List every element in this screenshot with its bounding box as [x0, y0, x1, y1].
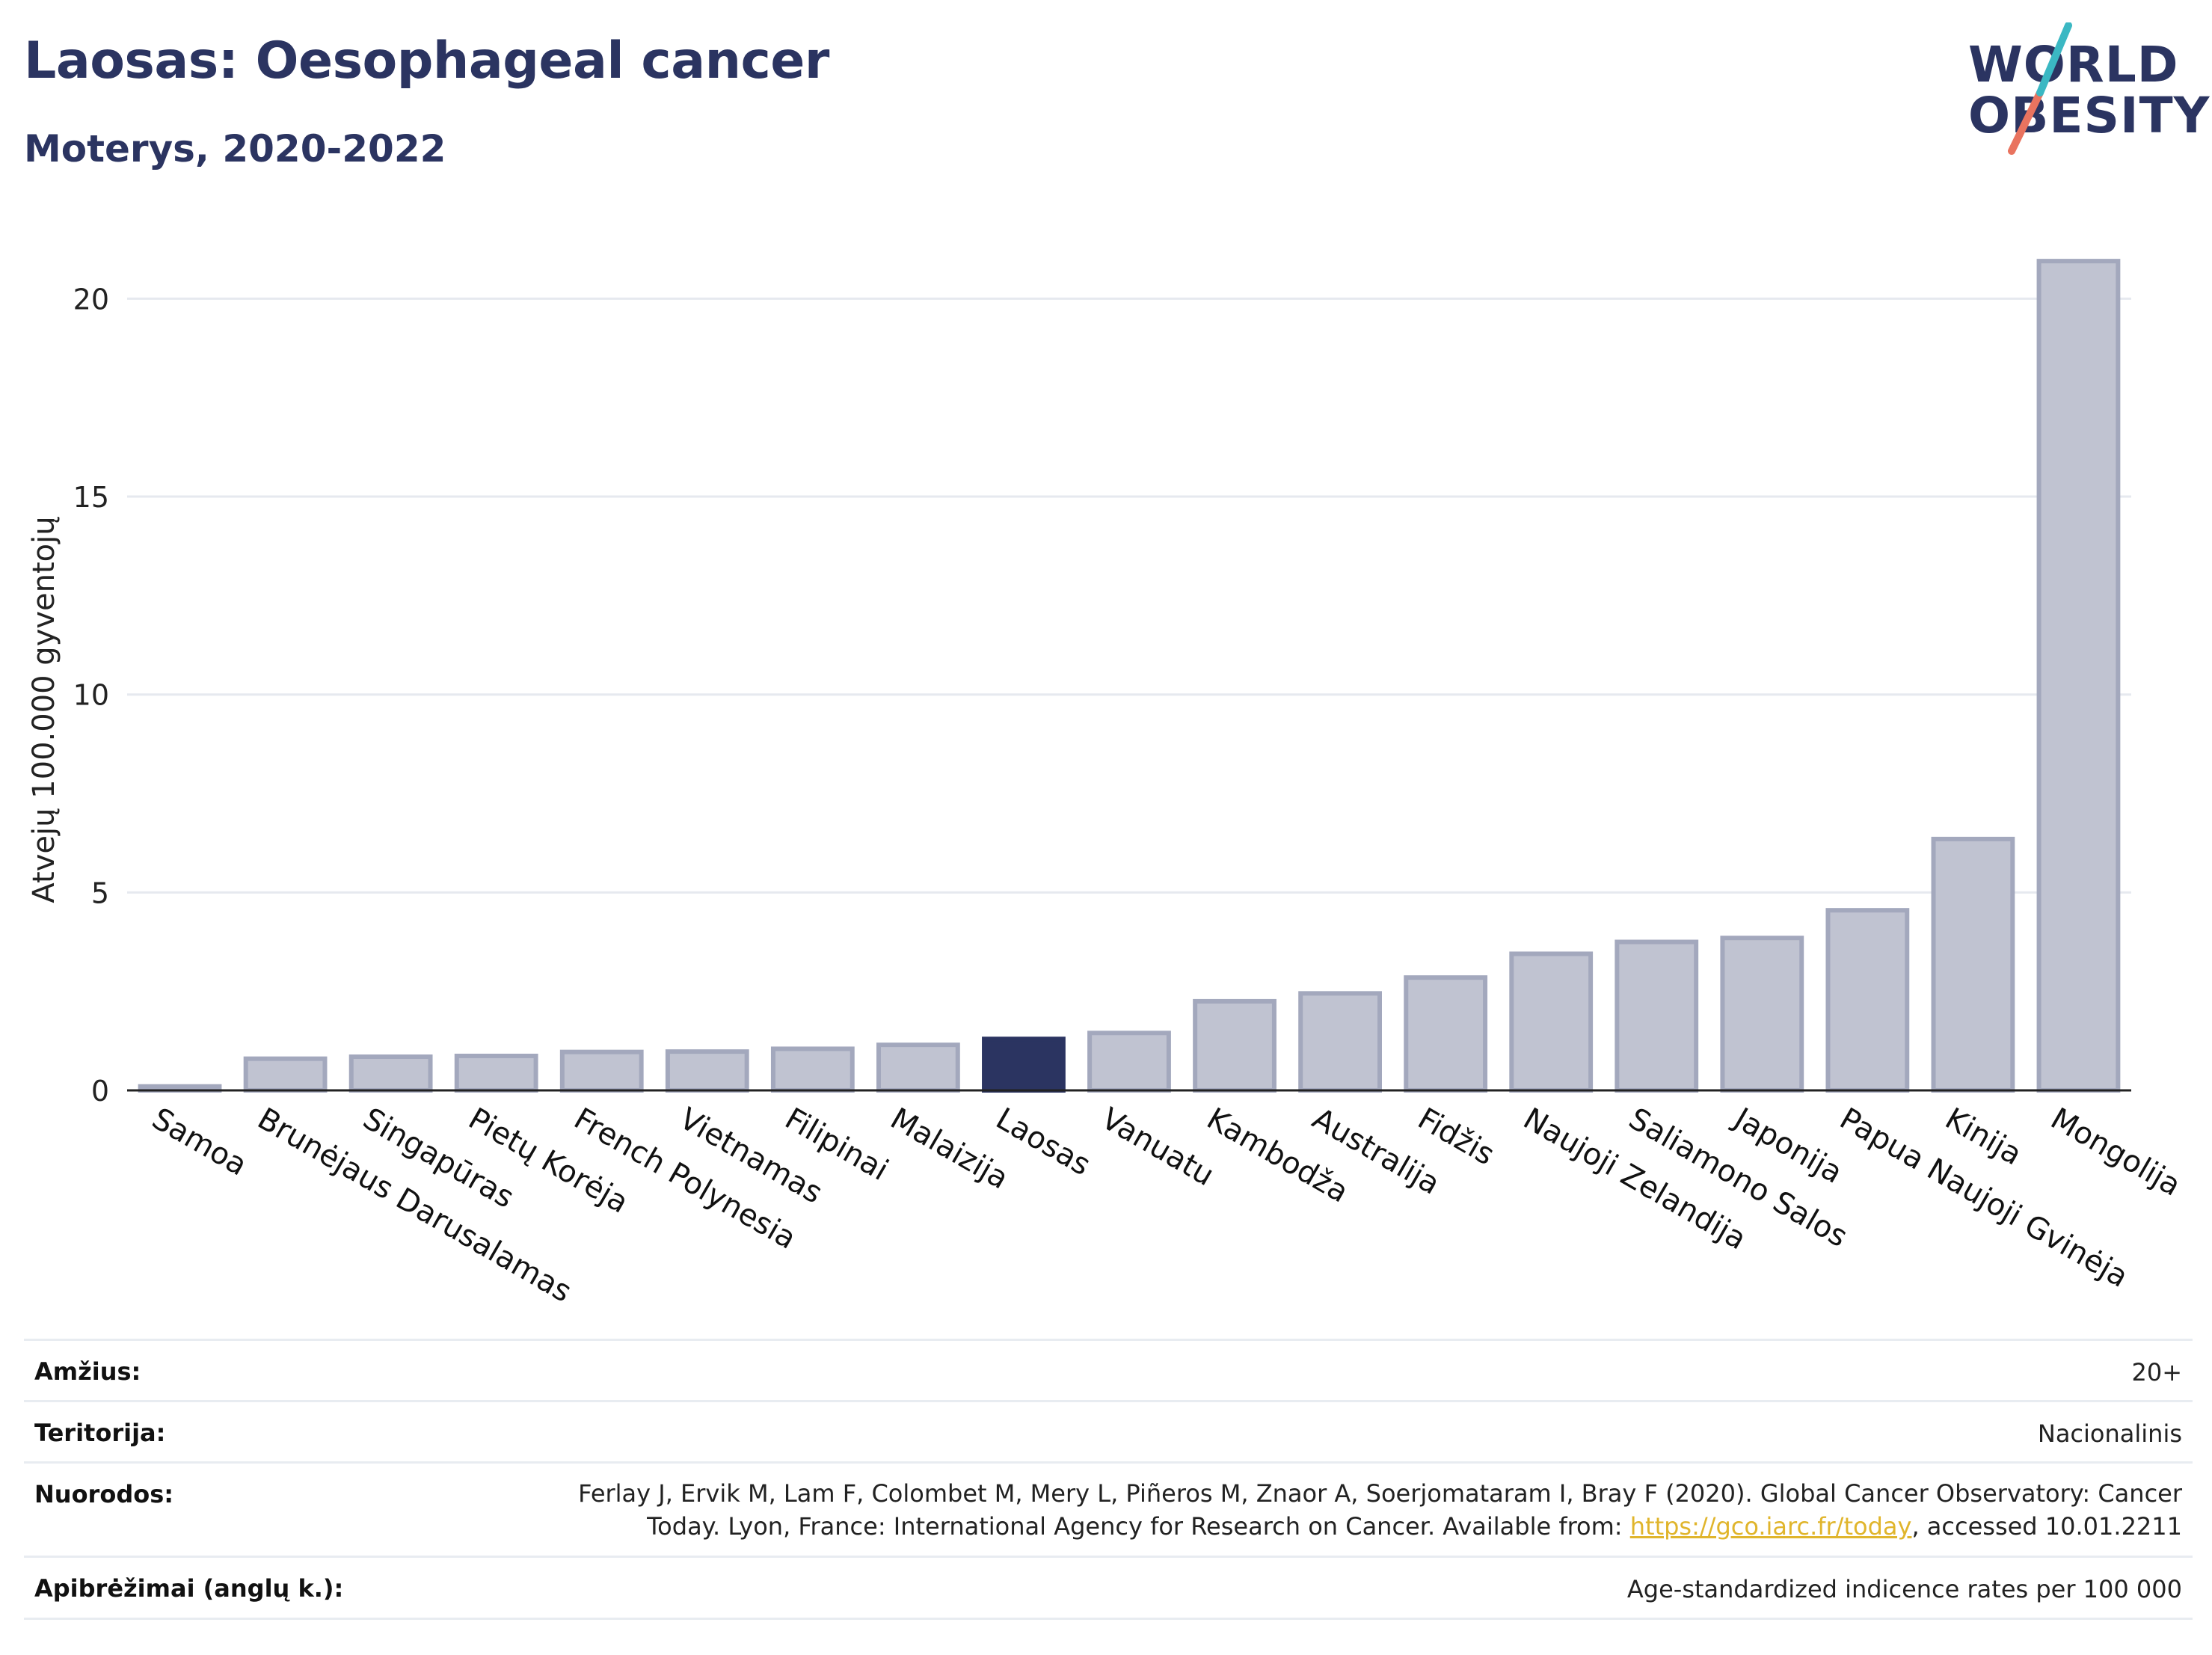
logo-slash-icon: [2008, 22, 2072, 155]
world-obesity-logo: WORLD OBESITY: [1959, 22, 2209, 157]
bar: [665, 1049, 749, 1093]
territory-label: Teritorija:: [34, 1419, 166, 1447]
y-tick-label: 20: [73, 283, 109, 316]
references-line-1: Ferlay J, Ervik M, Lam F, Colombet M, Me…: [578, 1479, 2182, 1508]
references-accessed: , accessed 10.01.2211: [1911, 1512, 2182, 1541]
bar: [876, 1043, 960, 1093]
meta-row-age: Amžius: 20+: [24, 1339, 2193, 1401]
bar: [1825, 908, 1910, 1093]
bar: [1193, 998, 1276, 1093]
y-tick-label: 0: [91, 1075, 109, 1108]
age-label: Amžius:: [34, 1357, 141, 1386]
bar: [1298, 991, 1383, 1093]
references-text: Today. Lyon, France: International Agenc…: [647, 1512, 1630, 1541]
bar: [1720, 936, 1804, 1093]
references-line-2: Today. Lyon, France: International Agenc…: [578, 1510, 2182, 1543]
references-label: Nuorodos:: [34, 1480, 174, 1508]
definitions-value: Age-standardized indicence rates per 100…: [1626, 1575, 2182, 1603]
meta-row-territory: Teritorija: Nacionalinis: [24, 1400, 2193, 1462]
page-title: Laosas: Oesophageal cancer: [24, 31, 829, 90]
bar: [1931, 836, 2015, 1093]
bar: [1615, 939, 1699, 1093]
bar: [348, 1054, 433, 1093]
bar: [1404, 975, 1488, 1093]
x-tick-label: Samoa: [147, 1102, 253, 1183]
bar: [770, 1046, 855, 1093]
x-tick-label: Mongolija: [2044, 1102, 2186, 1203]
x-tick-label: Malaizija: [885, 1102, 1014, 1197]
meta-row-definitions: Apibrėžimai (anglų k.): Age-standardized…: [24, 1556, 2193, 1620]
logo-line-1: WORLD: [1968, 36, 2179, 93]
y-tick-label: 10: [73, 679, 109, 712]
logo-line-2: OBESITY: [1968, 87, 2211, 144]
references-link[interactable]: https://gco.iarc.fr/today: [1629, 1512, 1912, 1541]
definitions-label: Apibrėžimai (anglų k.):: [34, 1574, 344, 1603]
age-value: 20+: [2131, 1358, 2182, 1387]
y-tick-label: 15: [73, 481, 109, 514]
territory-value: Nacionalinis: [2037, 1419, 2182, 1448]
references-value: Ferlay J, Ervik M, Lam F, Colombet M, Me…: [578, 1477, 2182, 1543]
y-axis-title: Atvejų 100.000 gyventojų: [27, 516, 61, 903]
bar: [2036, 259, 2121, 1093]
bar: [243, 1056, 328, 1093]
bar: [1509, 951, 1594, 1093]
meta-row-references: Nuorodos: Ferlay J, Ervik M, Lam F, Colo…: [24, 1461, 2193, 1556]
bar: [559, 1049, 644, 1093]
y-tick-label: 5: [91, 876, 109, 909]
x-tick-label: Vanuatu: [1096, 1102, 1220, 1193]
bar: [1087, 1031, 1171, 1093]
bar: [982, 1037, 1066, 1093]
page-subtitle: Moterys, 2020-2022: [24, 127, 446, 171]
bar: [454, 1053, 538, 1093]
